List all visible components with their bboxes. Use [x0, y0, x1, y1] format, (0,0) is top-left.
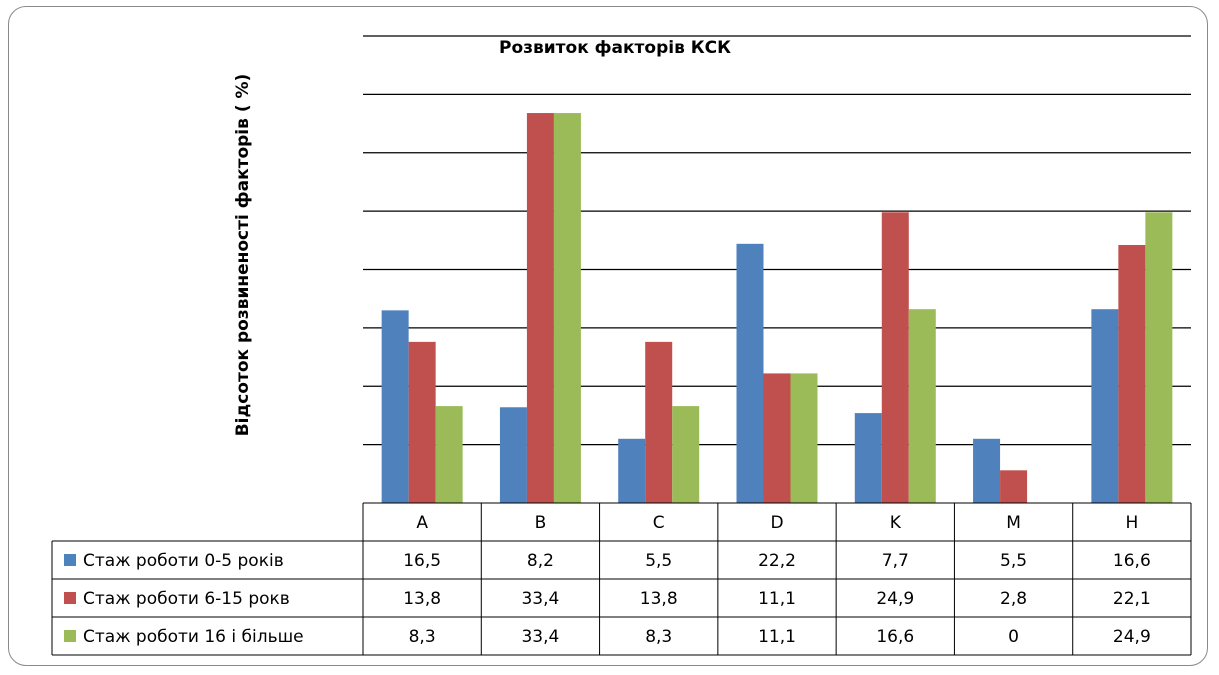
legend-key	[64, 592, 76, 604]
data-table: A B C D K M H Стаж роботи 0-5 років 16,5 8,2 5,5 22…	[51, 502, 1192, 656]
data-label: 16,6	[1113, 551, 1151, 571]
data-label: 2,8	[1000, 589, 1027, 609]
category-label: A	[416, 513, 428, 533]
legend-key	[64, 554, 76, 566]
data-label: 5,5	[1000, 551, 1027, 571]
bar-A-series-1	[381, 310, 409, 503]
legend-key	[64, 630, 76, 642]
bar-H-series-2	[1118, 244, 1146, 504]
legend-label: Стаж роботи 16 і більше	[83, 627, 304, 647]
data-label: 16,6	[876, 627, 914, 647]
category-label: M	[1006, 513, 1021, 533]
chart-frame	[8, 6, 1208, 666]
data-label: 13,8	[640, 589, 678, 609]
bar-K-series-3	[908, 309, 936, 503]
category-label: K	[890, 513, 902, 533]
data-label: 8,2	[527, 551, 554, 571]
bar-H-series-1	[1091, 309, 1119, 503]
data-label: 0	[1008, 627, 1019, 647]
data-label: 22,1	[1113, 589, 1151, 609]
data-label: 24,9	[1113, 627, 1151, 647]
category-label: C	[653, 513, 665, 533]
bar-D-series-2	[763, 373, 791, 503]
bars	[381, 113, 1173, 504]
data-label: 33,4	[521, 627, 559, 647]
bar-C-series-1	[618, 438, 646, 503]
category-label: D	[770, 513, 783, 533]
y-axis-label: Відсоток розвиненості факторів ( %)	[233, 74, 253, 437]
legend-label: Стаж роботи 6-15 рокв	[83, 589, 290, 609]
category-label: H	[1125, 513, 1138, 533]
category-label: B	[535, 513, 547, 533]
data-label: 13,8	[403, 589, 441, 609]
bar-D-series-3	[790, 373, 818, 503]
data-label: 11,1	[758, 589, 796, 609]
bar-A-series-3	[435, 406, 463, 503]
bar-B-series-2	[526, 113, 554, 504]
bar-K-series-2	[881, 212, 909, 504]
data-label: 22,2	[758, 551, 796, 571]
data-label: 8,3	[409, 627, 436, 647]
data-label: 16,5	[403, 551, 441, 571]
bar-K-series-1	[854, 413, 882, 503]
data-label: 8,3	[645, 627, 672, 647]
chart-title: Розвиток факторів КСК	[499, 38, 731, 58]
bar-D-series-1	[736, 243, 764, 503]
bar-C-series-2	[645, 341, 673, 503]
bar-M-series-1	[973, 438, 1001, 503]
data-label: 24,9	[876, 589, 914, 609]
data-label: 7,7	[882, 551, 909, 571]
data-label: 11,1	[758, 627, 796, 647]
bar-B-series-3	[553, 113, 581, 504]
bar-A-series-2	[408, 341, 436, 503]
bar-M-series-2	[1000, 470, 1028, 503]
bar-H-series-3	[1145, 212, 1173, 504]
legend-label: Стаж роботи 0-5 років	[83, 551, 284, 571]
bar-B-series-1	[499, 407, 527, 503]
data-label: 5,5	[645, 551, 672, 571]
data-label: 33,4	[521, 589, 559, 609]
bar-C-series-3	[672, 406, 700, 503]
